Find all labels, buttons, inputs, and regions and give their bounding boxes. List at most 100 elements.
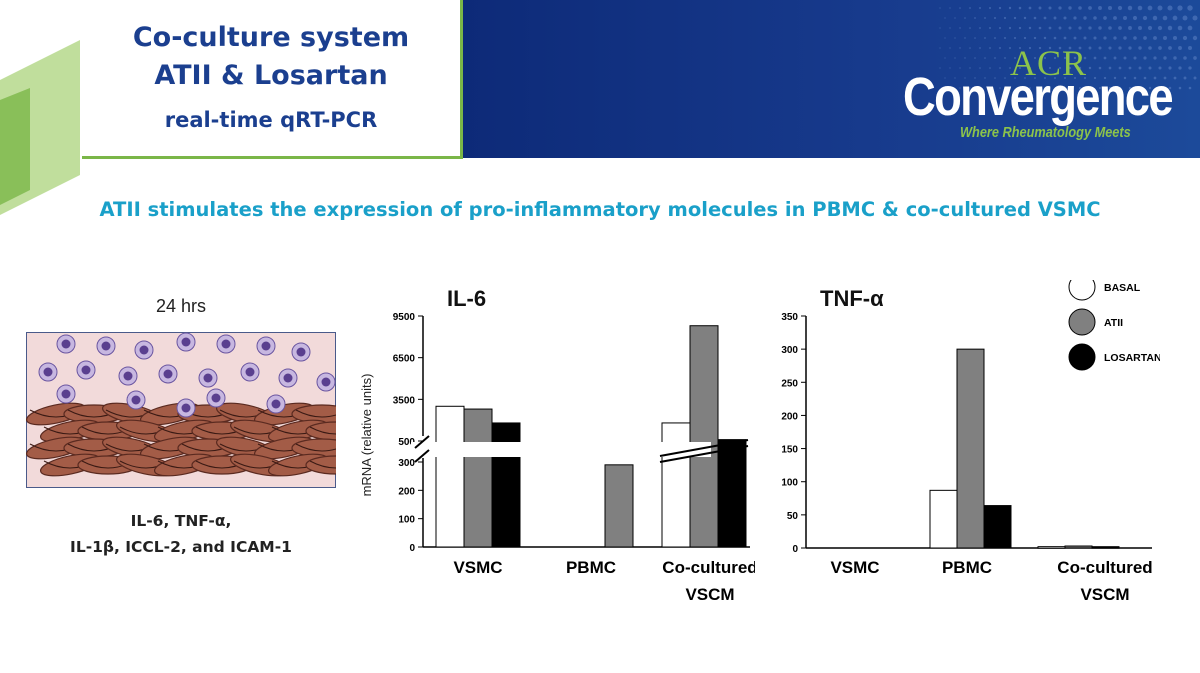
header-dot — [1157, 25, 1163, 31]
pbmc-nucleus — [245, 367, 255, 377]
header-dot — [1028, 6, 1032, 10]
il6-bar — [435, 405, 465, 548]
header-dot — [1193, 76, 1197, 80]
il6-bar — [491, 422, 521, 548]
header-dot — [1128, 86, 1132, 90]
pbmc-nucleus — [261, 341, 271, 351]
tnf-chart-title: TNF-α — [820, 286, 884, 311]
header-dot — [1162, 15, 1168, 21]
header-dot — [974, 57, 976, 59]
tnf-y-tick-label: 0 — [792, 544, 798, 555]
legend-swatch — [1068, 280, 1096, 301]
header-dot — [949, 67, 951, 69]
header-dot — [1188, 66, 1192, 70]
il6-bar — [717, 439, 747, 548]
il6-y-tick-label: 500 — [398, 437, 415, 448]
header-dot — [1173, 76, 1177, 80]
header-dot — [998, 6, 1002, 10]
header-dot — [1078, 46, 1082, 50]
header-dot — [1029, 67, 1031, 69]
header-dot — [1123, 76, 1127, 80]
header-dot — [949, 87, 951, 89]
legend-swatch — [1068, 343, 1096, 371]
header-dot — [1187, 25, 1193, 31]
il6-bar-break-mark — [659, 445, 749, 463]
header-dot — [1038, 66, 1042, 70]
header-dot — [1014, 57, 1016, 59]
header-dot — [1059, 87, 1061, 89]
header-dot — [974, 77, 976, 79]
header-dot — [969, 67, 971, 69]
cell-fiber — [309, 426, 336, 435]
header-dot — [964, 77, 966, 79]
pbmc-nucleus — [43, 367, 53, 377]
header-dot — [994, 37, 996, 39]
tnf-x-category-label: PBMC — [942, 558, 992, 577]
tnf-bar — [1037, 546, 1066, 549]
header-dot — [1128, 26, 1132, 30]
header-dot — [1068, 66, 1072, 70]
header-dot — [989, 27, 991, 29]
header-dot — [944, 57, 946, 59]
pbmc-nucleus — [271, 399, 281, 409]
header-dot — [1113, 76, 1117, 80]
header-dot — [1163, 36, 1167, 40]
header-dot — [974, 37, 976, 39]
header-dot — [1163, 76, 1167, 80]
header-dot — [979, 27, 981, 29]
header-dot — [1083, 36, 1087, 40]
header-dot — [1038, 46, 1042, 50]
header-dot — [1167, 25, 1173, 31]
header-dot — [1163, 56, 1167, 60]
header-dot — [1147, 25, 1153, 31]
header-dot — [989, 47, 991, 49]
header-dot — [1053, 16, 1057, 20]
pbmc-nucleus — [181, 337, 191, 347]
header-dot — [1093, 36, 1097, 40]
header-dot — [1058, 46, 1062, 50]
dot-pattern-decoration — [939, 5, 1198, 90]
il6-bar — [463, 408, 493, 548]
tnf-y-tick-label: 200 — [781, 411, 798, 422]
pbmc-nucleus — [61, 389, 71, 399]
header-banner — [460, 0, 1200, 158]
header-dot — [939, 27, 941, 29]
header-dot — [998, 26, 1002, 30]
header-dot — [1158, 46, 1162, 50]
tnf-bar — [929, 489, 958, 549]
header-dot — [1073, 36, 1077, 40]
header-dot — [1028, 46, 1032, 50]
pbmc-nucleus — [101, 341, 111, 351]
header-dot — [1098, 86, 1102, 90]
header-dot — [954, 37, 956, 39]
page-title-line3: real-time qRT-PCR — [164, 108, 378, 132]
pbmc-nucleus — [283, 373, 293, 383]
il6-y-tick-label: 300 — [398, 458, 415, 469]
header-dot — [949, 47, 951, 49]
header-dot — [1103, 56, 1107, 60]
header-dot — [1168, 46, 1172, 50]
coculture-illustration — [26, 332, 336, 488]
header-dot — [1008, 6, 1012, 10]
header-dot — [949, 7, 951, 9]
header-dot — [1024, 57, 1026, 59]
header-dot — [1058, 26, 1062, 30]
pbmc-nucleus — [81, 365, 91, 375]
header-dot — [1068, 26, 1072, 30]
header-dot — [1088, 46, 1092, 50]
header-dot — [1168, 86, 1172, 90]
cytokines-line1: IL-6, TNF-α, — [130, 512, 232, 530]
header-dot — [994, 77, 996, 79]
logo-tagline: Where Rheumatology Meets — [960, 124, 1131, 141]
header-dot — [1033, 36, 1037, 40]
header-dot — [1132, 15, 1138, 21]
header-dot — [1137, 25, 1143, 31]
header-dot — [1158, 86, 1162, 90]
il6-x-category-label: VSMC — [453, 558, 502, 577]
header-dot — [939, 7, 941, 9]
header-dot — [1034, 77, 1036, 79]
header-dot — [1069, 87, 1071, 89]
il6-axis-break-mark — [414, 435, 430, 449]
cell-fiber — [295, 443, 336, 452]
